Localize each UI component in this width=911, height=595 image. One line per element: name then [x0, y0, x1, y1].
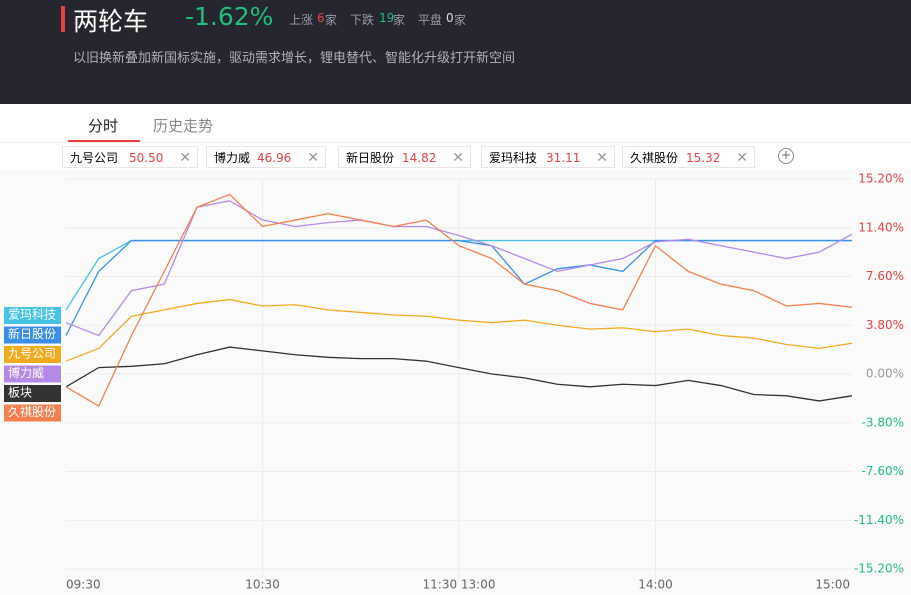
y-tick-label: -15.20%	[854, 562, 904, 576]
x-tick-label: 11:30 13:00	[423, 578, 496, 592]
add-button[interactable]: +	[778, 148, 794, 164]
chip-close[interactable]: ✕	[179, 150, 191, 166]
chip-price: 15.32	[686, 151, 721, 165]
y-tick-label: -3.80%	[862, 415, 904, 429]
chip-name: 博力威	[214, 151, 251, 165]
chip-price: 50.50	[129, 151, 164, 165]
series-line	[65, 239, 852, 336]
legend-swatch	[4, 385, 61, 402]
y-tick-label: 0.00%	[866, 367, 904, 381]
chip-close[interactable]: ✕	[596, 150, 608, 166]
sector-change: -1.62%	[185, 2, 274, 31]
up-count: 6	[317, 11, 325, 25]
stock-chip[interactable]: 爱玛科技 31.11 ✕	[481, 146, 615, 168]
legend-swatch	[4, 346, 61, 363]
x-tick-label: 15:00	[815, 578, 850, 592]
chip-close[interactable]: ✕	[736, 150, 748, 166]
unit: 家	[454, 13, 467, 27]
chip-name: 新日股份	[346, 151, 395, 165]
legend-label: 爱玛科技	[8, 308, 56, 322]
chip-price: 46.96	[257, 151, 292, 165]
unit: 家	[325, 13, 338, 27]
header: 两轮车 -1.62% 上涨 6 家 下跌 19 家 平盘 0 家 以旧换新叠加新…	[0, 0, 911, 104]
series-line	[65, 346, 853, 402]
legend-label: 新日股份	[8, 326, 56, 341]
stock-chip[interactable]: 博力威 46.96 ✕	[206, 146, 326, 168]
flat-label: 平盘	[418, 13, 443, 27]
stock-chip[interactable]: 久祺股份 15.32 ✕	[622, 146, 755, 168]
legend-swatch	[4, 307, 61, 324]
tab-indicator	[68, 140, 140, 142]
legend-swatch	[4, 365, 61, 383]
x-tick-label: 09:30	[66, 578, 101, 592]
tab[interactable]: 历史走势	[153, 117, 214, 135]
x-tick-label: 10:30	[245, 578, 280, 592]
tab[interactable]: 分时	[88, 117, 119, 135]
series-line	[65, 193, 853, 407]
legend-label: 博力威	[8, 365, 44, 380]
legend-swatch	[4, 404, 61, 422]
legend-label: 久祺股份	[8, 405, 56, 419]
up-label: 上涨	[289, 13, 314, 27]
y-tick-label: 3.80%	[866, 318, 904, 332]
stock-chip[interactable]: 新日股份 14.82 ✕	[338, 146, 471, 168]
series-line	[65, 298, 853, 362]
legend-swatch	[4, 326, 61, 344]
down-count: 19	[379, 11, 395, 25]
chip-price: 31.11	[546, 151, 581, 165]
y-tick-label: -7.60%	[862, 464, 904, 478]
down-label: 下跌	[350, 13, 375, 27]
sector-title: 两轮车	[73, 7, 149, 36]
flat-count: 0	[446, 11, 454, 25]
chip-close[interactable]: ✕	[452, 150, 464, 166]
chip-price: 14.82	[402, 151, 437, 165]
separator	[0, 142, 911, 143]
y-tick-label: -11.40%	[854, 513, 904, 527]
accent-bar	[61, 6, 65, 32]
y-tick-label: 7.60%	[866, 269, 904, 283]
chip-name: 久祺股份	[630, 151, 679, 165]
chip-name: 九号公司	[70, 151, 119, 165]
legend-label: 板块	[8, 386, 32, 400]
x-tick-label: 14:00	[638, 578, 673, 592]
chart: 15.20% 11.40% 7.60% 3.80% 0.00% -3.80% -7.60% -…	[0, 170, 911, 595]
plot-background	[0, 170, 911, 595]
legend-label: 九号公司	[8, 347, 56, 361]
unit: 家	[393, 13, 406, 27]
subtitle: 以旧换新叠加新国标实施，驱动需求增长，锂电替代、智能化升级打开新空间	[73, 51, 516, 66]
chip-close[interactable]: ✕	[307, 150, 319, 166]
stock-chip[interactable]: 九号公司 50.50 ✕	[62, 146, 198, 168]
chip-name: 爱玛科技	[489, 151, 538, 165]
y-tick-label: 11.40%	[858, 220, 904, 234]
y-tick-label: 15.20%	[858, 172, 904, 186]
